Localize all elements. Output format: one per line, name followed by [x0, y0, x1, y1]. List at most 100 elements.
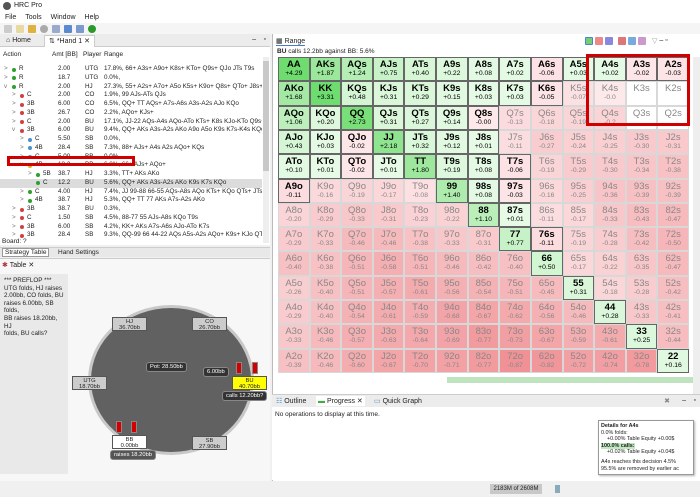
- hand-cell[interactable]: Q5o -0.51: [341, 275, 373, 301]
- hand-cell[interactable]: 55 +0.31: [562, 275, 595, 301]
- hand-cell[interactable]: 88 +1.10: [467, 202, 500, 228]
- hand-cell[interactable]: AQs +1.24: [341, 57, 373, 82]
- hand-cell[interactable]: 72o -0.87: [499, 348, 531, 373]
- hand-cell[interactable]: KTs +0.29: [404, 81, 437, 106]
- tree-row[interactable]: >5B 38.7 HJ 3.3%, TT+ AKs AKo: [0, 170, 262, 179]
- hand-cell[interactable]: J8s +0.01: [467, 129, 500, 155]
- view-grid-icon[interactable]: [628, 37, 636, 45]
- hand-cell[interactable]: KJo +0.03: [309, 129, 342, 155]
- hand-cell[interactable]: J4o -0.61: [372, 300, 405, 325]
- memory-indicator[interactable]: 2183M of 2608M: [490, 484, 542, 494]
- hand-cell[interactable]: 93s -0.39: [625, 178, 658, 203]
- hand-cell[interactable]: TT +1.80: [404, 154, 437, 179]
- hand-cell[interactable]: J9o -0.17: [372, 178, 405, 203]
- menu-file[interactable]: File: [5, 14, 17, 21]
- hand-cell[interactable]: 42s -0.41: [657, 300, 689, 325]
- hand-cell[interactable]: J7o -0.46: [372, 227, 405, 252]
- hand-cell[interactable]: K5o -0.40: [309, 275, 342, 301]
- tree-scrollbar[interactable]: [263, 57, 269, 243]
- hand-cell[interactable]: 85s -0.17: [562, 202, 595, 228]
- tab-home[interactable]: ⌂ Home: [2, 35, 35, 47]
- seat-co[interactable]: CO 26.70bb: [192, 317, 227, 331]
- save-as-icon[interactable]: [76, 24, 84, 33]
- col-amt[interactable]: Amt [BB]: [52, 51, 78, 58]
- home-icon[interactable]: [4, 24, 12, 33]
- hand-cell[interactable]: 83o -0.77: [467, 324, 500, 349]
- hand-cell[interactable]: 65s -0.17: [562, 251, 595, 276]
- hand-cell[interactable]: ATs +0.40: [404, 57, 437, 82]
- hand-cell[interactable]: 63s -0.35: [625, 251, 658, 276]
- menu-help[interactable]: Help: [84, 14, 99, 21]
- hand-cell[interactable]: T6s -0.19: [530, 154, 563, 179]
- hand-cell[interactable]: 74s -0.28: [594, 227, 626, 252]
- expand-toggle-icon[interactable]: >: [20, 143, 24, 151]
- hand-cell[interactable]: QTo -0.02: [341, 154, 373, 179]
- hand-cell[interactable]: AQo +1.06: [278, 105, 310, 130]
- hand-cell[interactable]: J2s -0.31: [657, 129, 689, 155]
- hand-cell[interactable]: KTo +0.01: [309, 154, 342, 179]
- hand-cell[interactable]: 43s -0.33: [625, 300, 658, 325]
- tree-row[interactable]: >4B 38.7 HJ 5.3%, QQ+ TT 77 AKs A7s-A2s AKo: [0, 196, 262, 205]
- hand-cell[interactable]: 92s -0.39: [657, 178, 689, 203]
- maximize-icon[interactable]: ▫: [693, 397, 696, 404]
- seat-sb[interactable]: SB 27.90bb: [192, 436, 227, 450]
- hand-cell[interactable]: ATo +0.10: [278, 154, 310, 179]
- seat-hj[interactable]: HJ 36.70bb: [112, 317, 147, 331]
- hand-cell[interactable]: 94o -0.68: [436, 300, 468, 325]
- run-icon[interactable]: [88, 24, 96, 33]
- hand-cell[interactable]: J6s -0.27: [530, 129, 563, 155]
- tree-row[interactable]: > C 1.50 SB 4.5%, 88-77 55 AJs-A8s KQo T9s: [0, 214, 262, 223]
- expand-toggle-icon[interactable]: >: [12, 100, 16, 107]
- hand-cell[interactable]: 44 +0.28: [594, 300, 626, 325]
- tab-strategy-table[interactable]: Strategy Table: [2, 248, 50, 257]
- hand-cell[interactable]: J7s -0.11: [499, 129, 531, 155]
- view-strategy-icon[interactable]: [585, 37, 593, 45]
- hand-cell[interactable]: A3o -0.33: [278, 324, 310, 349]
- hand-cell[interactable]: K3s: [625, 81, 658, 106]
- hand-cell[interactable]: 86s -0.11: [530, 202, 563, 228]
- expand-toggle-icon[interactable]: >: [20, 187, 24, 195]
- tab-progress[interactable]: ▬ Progress ✕: [316, 396, 365, 406]
- hand-cell[interactable]: K8o -0.29: [309, 202, 342, 228]
- hand-cell[interactable]: AKo +1.68: [278, 81, 310, 106]
- expand-toggle-icon[interactable]: >: [12, 222, 16, 230]
- hand-cell[interactable]: K7o -0.33: [309, 227, 342, 252]
- hand-cell[interactable]: 53o -0.59: [562, 324, 595, 349]
- expand-toggle-icon[interactable]: >: [12, 213, 16, 221]
- hand-cell[interactable]: 65o -0.45: [530, 275, 563, 301]
- hand-cell[interactable]: 74o -0.62: [499, 300, 531, 325]
- hand-cell[interactable]: 84o -0.67: [467, 300, 500, 325]
- close-icon[interactable]: ✕: [28, 262, 35, 269]
- hand-cell[interactable]: K6s -0.05: [530, 81, 563, 106]
- hand-cell[interactable]: JTs +0.32: [404, 129, 437, 155]
- seat-utg[interactable]: UTG 18.70bb: [72, 376, 107, 390]
- hand-cell[interactable]: J8o -0.31: [372, 202, 405, 228]
- hand-cell[interactable]: Q8o -0.33: [341, 202, 373, 228]
- close-icon[interactable]: ✕: [356, 398, 363, 405]
- hand-cell[interactable]: 64o -0.56: [530, 300, 563, 325]
- hand-cell[interactable]: T5s -0.29: [562, 154, 595, 179]
- menu-tools[interactable]: Tools: [25, 14, 42, 21]
- hand-cell[interactable]: JJ +2.18: [372, 129, 405, 155]
- hand-cell[interactable]: 52o -0.72: [562, 348, 595, 373]
- tree-row[interactable]: > C 2.00 BU 17.1%, JJ-22 AQs-A4s AQo-ATo KTs…: [0, 118, 262, 127]
- hand-cell[interactable]: Q2o -0.60: [341, 348, 373, 373]
- hand-cell[interactable]: KK +3.31: [309, 81, 342, 106]
- hand-cell[interactable]: J6o -0.58: [372, 251, 405, 276]
- hand-cell[interactable]: J9s +0.12: [436, 129, 468, 155]
- hand-cell[interactable]: KQs +0.48: [341, 81, 373, 106]
- maximize-icon[interactable]: ▫: [665, 37, 668, 44]
- tree-row[interactable]: v 3B 6.00 BU 9.4%, QQ+ AKs A3s-A2s AKo A9o A…: [0, 126, 262, 135]
- hand-cell[interactable]: JTo +0.01: [372, 154, 405, 179]
- hand-cell[interactable]: 76s -0.11: [530, 227, 563, 252]
- hand-cell[interactable]: T4o -0.59: [404, 300, 437, 325]
- hand-cell[interactable]: QTs +0.27: [404, 105, 437, 130]
- hand-cell[interactable]: 95s -0.25: [562, 178, 595, 203]
- hand-cell[interactable]: 94s -0.36: [594, 178, 626, 203]
- hand-cell[interactable]: A3s -0.02: [625, 57, 658, 82]
- expand-toggle-icon[interactable]: >: [12, 108, 16, 116]
- hand-cell[interactable]: K6o -0.38: [309, 251, 342, 276]
- tree-row[interactable]: > C 2.00 CO 1.9%, 99 AJs-ATs QJs: [0, 91, 262, 100]
- hand-cell[interactable]: A4s +0.02: [594, 57, 626, 82]
- hand-cell[interactable]: 84s -0.33: [594, 202, 626, 228]
